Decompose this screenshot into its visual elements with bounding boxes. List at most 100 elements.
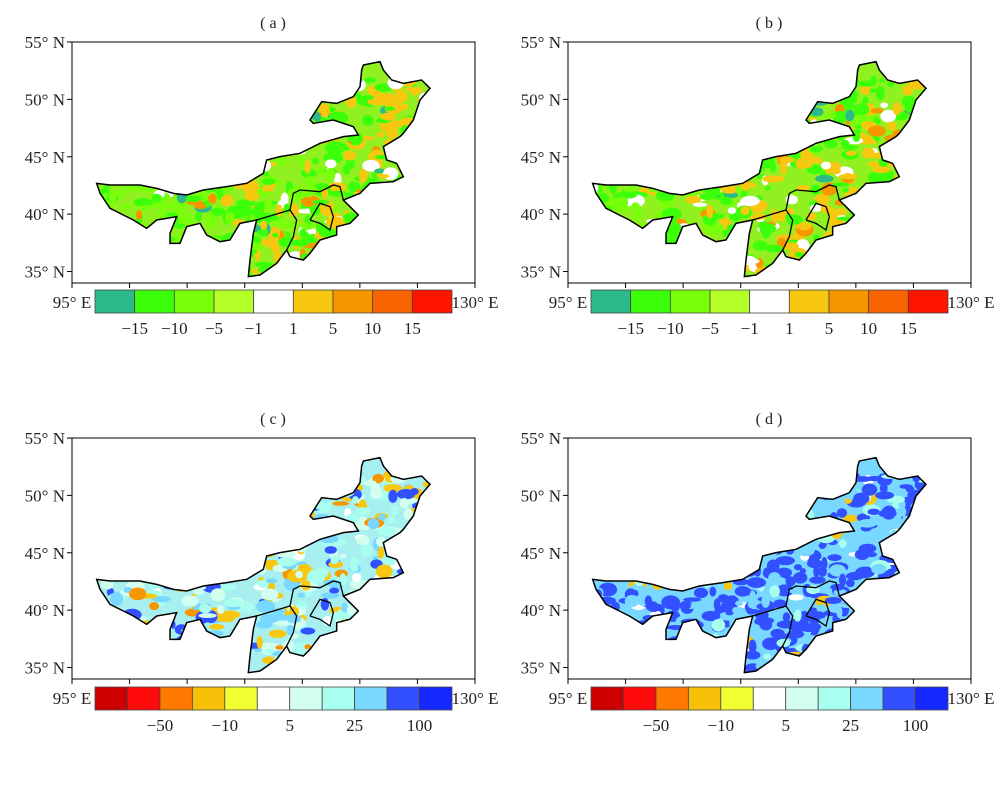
- colorbar-label: 100: [407, 716, 433, 735]
- colorbar-swatch: [868, 289, 909, 314]
- colorbar-swatch: [411, 289, 453, 314]
- colorbar-swatch: [655, 686, 689, 711]
- lon-tick-label: 130° E: [948, 293, 995, 312]
- colorbar-swatch: [292, 289, 334, 314]
- lat-tick-label: 35° N: [25, 263, 65, 282]
- lat-tick-label: 50° N: [521, 486, 561, 505]
- province-boundary: [805, 598, 831, 628]
- lat-tick-label: 55° N: [521, 429, 561, 448]
- lon-tick-label: 95° E: [53, 689, 91, 708]
- lon-tick-label: 95° E: [549, 689, 587, 708]
- lat-tick-label: 55° N: [521, 33, 561, 52]
- colorbar: −15 −10 −5 −1 1 5 10 15: [94, 289, 453, 338]
- province-boundary: [256, 580, 344, 617]
- lon-tick-label: 95° E: [53, 293, 91, 312]
- data-field: [592, 457, 927, 673]
- province-boundary: [752, 580, 840, 617]
- colorbar-swatch: [159, 686, 193, 711]
- province-boundary: [805, 202, 831, 232]
- province-boundary: [309, 598, 335, 628]
- colorbar-swatch: [882, 686, 916, 711]
- colorbar-swatch: [224, 686, 258, 711]
- panel-title: ( d ): [756, 411, 783, 428]
- colorbar-label: −10: [657, 319, 684, 338]
- colorbar-label: 15: [404, 319, 421, 338]
- map-c: ( c )55° N50° N45° N40° N35° N95° E100° …: [25, 411, 499, 735]
- map-a: ( a )55° N50° N45° N40° N35° N95° E100° …: [25, 15, 499, 338]
- panel-title: ( b ): [756, 15, 783, 32]
- colorbar: −50 −10 5 25 100: [94, 686, 453, 735]
- colorbar-label: 5: [285, 716, 294, 735]
- colorbar-swatch: [332, 289, 374, 314]
- lat-tick-label: 40° N: [521, 205, 561, 224]
- colorbar-swatch: [134, 289, 175, 314]
- lon-tick-label: 130° E: [452, 293, 499, 312]
- lon-tick-label: 95° E: [549, 293, 587, 312]
- colorbar-label: −10: [212, 716, 239, 735]
- map-panel-d: ( d )55° N50° N45° N40° N35° N95° E100° …: [496, 396, 996, 794]
- map-panel-c: ( c )55° N50° N45° N40° N35° N95° E100° …: [0, 396, 500, 794]
- lat-tick-label: 35° N: [521, 263, 561, 282]
- lat-tick-label: 50° N: [521, 90, 561, 109]
- colorbar-swatch: [788, 289, 830, 314]
- lat-tick-label: 50° N: [25, 486, 65, 505]
- colorbar-label: 25: [842, 716, 859, 735]
- lat-tick-label: 40° N: [521, 601, 561, 620]
- colorbar-label: −5: [205, 319, 223, 338]
- map-d: ( d )55° N50° N45° N40° N35° N95° E100° …: [521, 411, 995, 735]
- lat-tick-label: 55° N: [25, 429, 65, 448]
- data-field: [96, 457, 431, 673]
- colorbar-label: 15: [900, 319, 917, 338]
- colorbar-swatch: [709, 289, 751, 314]
- plot-frame: [71, 41, 476, 284]
- province-boundary: [256, 184, 344, 221]
- colorbar-swatch: [289, 686, 323, 711]
- colorbar-swatch: [354, 686, 388, 711]
- colorbar-swatch: [590, 289, 632, 314]
- colorbar-swatch: [749, 289, 790, 314]
- lat-tick-label: 55° N: [25, 33, 65, 52]
- panel-title: ( c ): [260, 411, 286, 428]
- colorbar-swatch: [213, 289, 255, 314]
- lat-tick-label: 45° N: [25, 148, 65, 167]
- colorbar-swatch: [720, 686, 754, 711]
- plot-frame: [567, 41, 972, 284]
- colorbar-label: 5: [781, 716, 790, 735]
- lat-tick-label: 50° N: [25, 90, 65, 109]
- lon-tick-label: 130° E: [948, 689, 995, 708]
- colorbar-label: 5: [329, 319, 338, 338]
- colorbar-swatch: [419, 686, 453, 711]
- colorbar-swatch: [828, 289, 870, 314]
- colorbar-swatch: [386, 686, 420, 711]
- colorbar-swatch: [817, 686, 852, 711]
- map-panel-a: ( a )55° N50° N45° N40° N35° N95° E100° …: [0, 0, 500, 398]
- colorbar-label: −10: [708, 716, 735, 735]
- province-boundary: [752, 184, 840, 221]
- colorbar-label: 25: [346, 716, 363, 735]
- lat-tick-label: 35° N: [25, 659, 65, 678]
- colorbar-label: 10: [860, 319, 877, 338]
- province-boundary: [782, 209, 794, 251]
- colorbar-swatch: [850, 686, 884, 711]
- colorbar: −15 −10 −5 −1 1 5 10 15: [590, 289, 949, 338]
- colorbar-label: 1: [289, 319, 298, 338]
- colorbar-label: 100: [903, 716, 929, 735]
- colorbar-swatch: [752, 686, 787, 711]
- colorbar-label: −15: [121, 319, 148, 338]
- colorbar-label: −15: [617, 319, 644, 338]
- colorbar: −50 −10 5 25 100: [590, 686, 949, 735]
- colorbar-swatch: [590, 686, 624, 711]
- colorbar-label: −5: [701, 319, 719, 338]
- colorbar-swatch: [785, 686, 819, 711]
- province-boundary: [309, 202, 335, 232]
- lat-tick-label: 40° N: [25, 205, 65, 224]
- map-panel-b: ( b )55° N50° N45° N40° N35° N95° E100° …: [496, 0, 996, 398]
- colorbar-swatch: [623, 686, 657, 711]
- colorbar-label: −50: [147, 716, 174, 735]
- colorbar-label: −1: [245, 319, 263, 338]
- region-boundary: [591, 60, 928, 278]
- lat-tick-label: 40° N: [25, 601, 65, 620]
- colorbar-swatch: [321, 686, 356, 711]
- plot-frame: [71, 437, 476, 680]
- region-boundary: [95, 456, 432, 674]
